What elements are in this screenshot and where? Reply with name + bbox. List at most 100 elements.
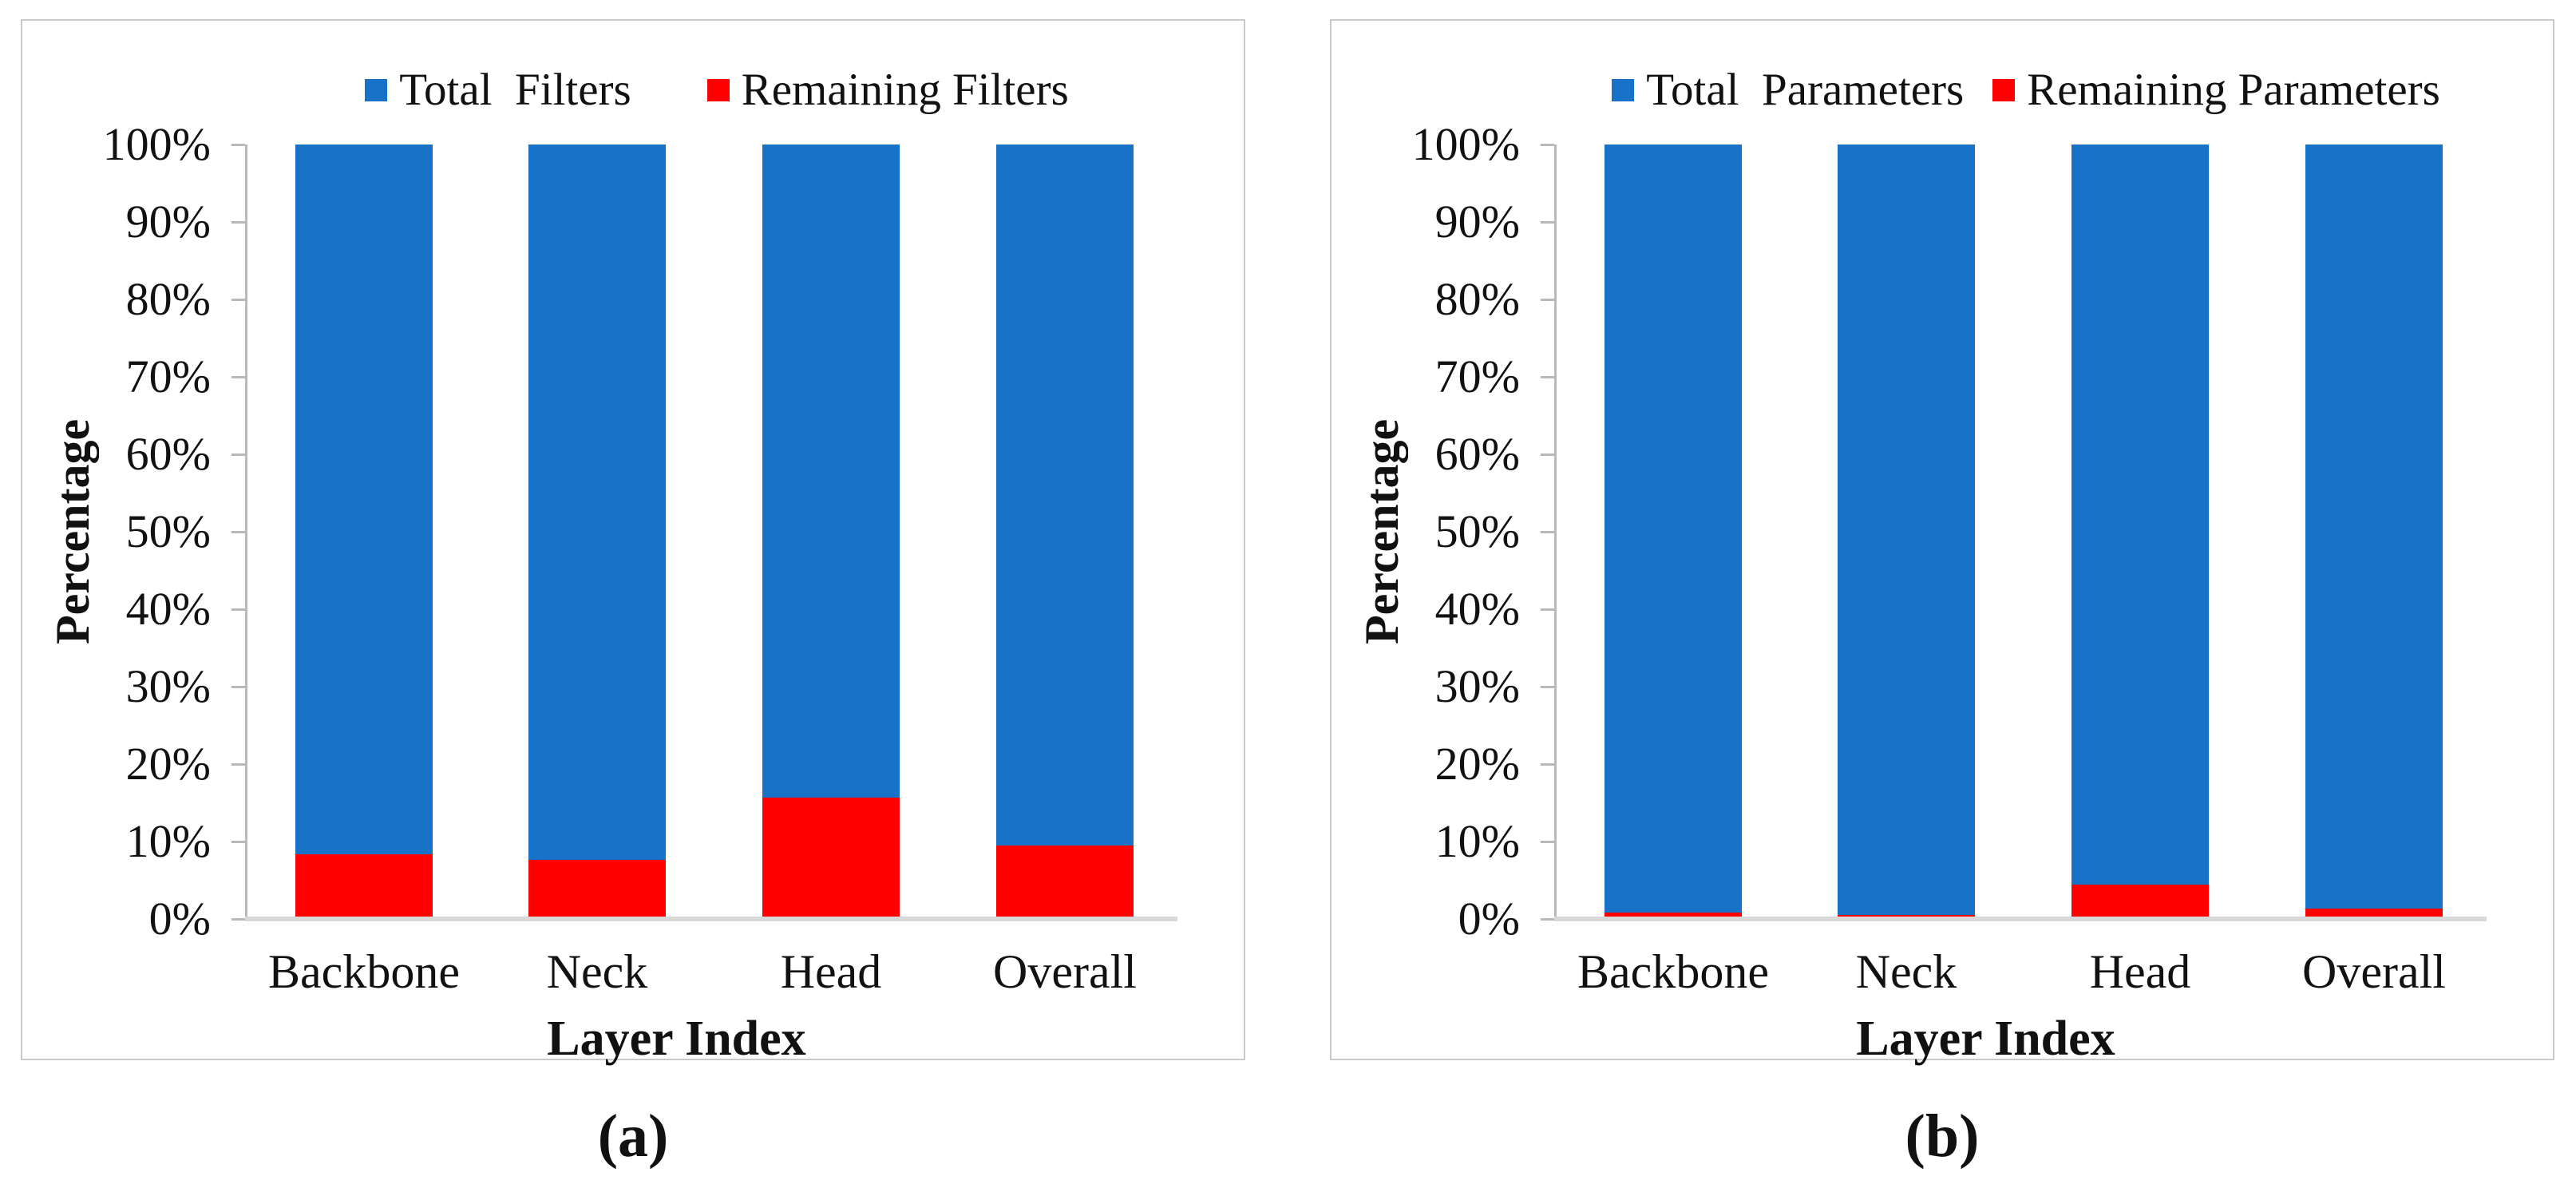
y-tick-label: 50% <box>125 505 211 557</box>
y-tick-label: 100% <box>1411 118 1520 170</box>
category-label-overall: Overall <box>2302 945 2446 998</box>
y-tick-label: 40% <box>125 583 211 635</box>
y-axis-tick <box>231 531 245 533</box>
bar-remaining-segment <box>996 846 1134 919</box>
legend-label: Total Filters <box>399 65 631 115</box>
legend-item: Total Filters <box>365 67 631 113</box>
legend-swatch-icon <box>1992 78 2016 101</box>
bar-total-segment <box>295 145 433 919</box>
stacked-bar-backbone <box>1605 145 1742 919</box>
x-baseline <box>1554 917 2487 921</box>
y-axis-tick <box>1541 608 1554 611</box>
y-axis-tick <box>231 918 245 921</box>
bar-total-segment <box>762 145 900 919</box>
y-axis-tick <box>1541 376 1554 378</box>
y-axis-tick <box>231 299 245 301</box>
bar-remaining-segment <box>2071 885 2209 919</box>
y-axis-tick <box>231 608 245 611</box>
y-tick-label: 100% <box>102 118 211 170</box>
y-tick-label: 10% <box>125 815 211 867</box>
y-axis-tick <box>1541 453 1554 456</box>
legend-item: Total Parameters <box>1612 67 1964 113</box>
y-axis-tick <box>231 686 245 688</box>
legend-item: Remaining Parameters <box>1992 67 2440 113</box>
x-baseline <box>245 917 1177 921</box>
stacked-bar-overall <box>996 145 1134 919</box>
y-axis-tick <box>231 144 245 146</box>
bar-total-segment <box>528 145 666 919</box>
chart-panel-a: Total Filters Remaining Filters Percentag… <box>21 19 1245 1065</box>
bar-remaining-segment <box>762 798 900 919</box>
y-tick-label: 0% <box>148 893 211 945</box>
legend-swatch-icon <box>706 78 730 101</box>
y-axis-tick <box>231 376 245 378</box>
bar-total-segment <box>2071 145 2209 919</box>
y-axis-line <box>245 145 247 921</box>
bar-remaining-segment <box>295 854 433 919</box>
y-tick-label: 80% <box>1434 273 1520 325</box>
y-tick-label: 70% <box>125 350 211 402</box>
bar-total-segment <box>1838 145 1975 919</box>
category-label-head: Head <box>2089 945 2191 998</box>
legend: Total Parameters Remaining Parameters <box>1415 67 2576 113</box>
y-axis-tick <box>1541 763 1554 766</box>
y-axis-tick <box>231 221 245 224</box>
y-axis-tick <box>231 763 245 766</box>
subfigure-caption-b: (b) <box>1905 1103 1980 1170</box>
y-tick-label: 80% <box>125 273 211 325</box>
legend: Total Filters Remaining Filters <box>106 67 1328 113</box>
bar-total-segment <box>1605 145 1742 919</box>
y-axis-tick <box>1541 918 1554 921</box>
stacked-bar-head <box>2071 145 2209 919</box>
bar-total-segment <box>996 145 1134 919</box>
plot-area <box>231 144 1172 921</box>
y-axis-tick <box>231 453 245 456</box>
category-label-backbone: Backbone <box>268 945 460 998</box>
legend-swatch-icon <box>365 78 388 101</box>
legend-label: Remaining Filters <box>741 65 1069 115</box>
y-tick-label: 20% <box>1434 738 1520 790</box>
stacked-bar-backbone <box>295 145 433 919</box>
y-tick-label: 10% <box>1434 815 1520 867</box>
x-axis-title: Layer Index <box>547 1012 806 1066</box>
bar-remaining-segment <box>1605 913 1742 919</box>
y-tick-label: 90% <box>1434 196 1520 248</box>
plot-area <box>1541 144 2481 921</box>
legend-label: Total Parameters <box>1646 65 1965 115</box>
y-tick-label: 50% <box>1434 505 1520 557</box>
bar-remaining-segment <box>2305 909 2443 919</box>
stacked-bar-neck <box>1838 145 1975 919</box>
y-axis-line <box>1554 145 1557 921</box>
legend-item: Remaining Filters <box>706 65 1069 115</box>
x-axis-title: Layer Index <box>1856 1012 2115 1066</box>
y-tick-label: 90% <box>125 196 211 248</box>
y-axis-tick <box>1541 531 1554 533</box>
y-axis-tick <box>1541 144 1554 146</box>
bar-total-segment <box>2305 145 2443 919</box>
y-tick-label: 60% <box>1434 428 1520 480</box>
y-axis-tick <box>231 841 245 843</box>
y-tick-label: 30% <box>1434 660 1520 712</box>
y-tick-label: 60% <box>125 428 211 480</box>
y-axis-tick <box>1541 299 1554 301</box>
y-tick-label: 30% <box>125 660 211 712</box>
y-tick-label: 0% <box>1458 893 1520 945</box>
category-label-overall: Overall <box>993 945 1137 998</box>
category-label-head: Head <box>780 945 882 998</box>
category-label-neck: Neck <box>546 945 648 998</box>
category-label-backbone: Backbone <box>1577 945 1769 998</box>
y-axis-tick <box>1541 841 1554 843</box>
legend-swatch-icon <box>1612 78 1635 101</box>
bar-remaining-segment <box>528 860 666 919</box>
category-label-neck: Neck <box>1855 945 1957 998</box>
stacked-bar-neck <box>528 145 666 919</box>
y-axis-tick <box>1541 686 1554 688</box>
subfigure-caption-a: (a) <box>597 1103 669 1170</box>
y-tick-label: 40% <box>1434 583 1520 635</box>
stacked-bar-head <box>762 145 900 919</box>
y-tick-label: 70% <box>1434 350 1520 402</box>
stacked-bar-overall <box>2305 145 2443 919</box>
y-tick-label: 20% <box>125 738 211 790</box>
chart-panel-b: Total Parameters Remaining Parameters Per… <box>1330 19 2554 1065</box>
y-axis-tick <box>1541 221 1554 224</box>
